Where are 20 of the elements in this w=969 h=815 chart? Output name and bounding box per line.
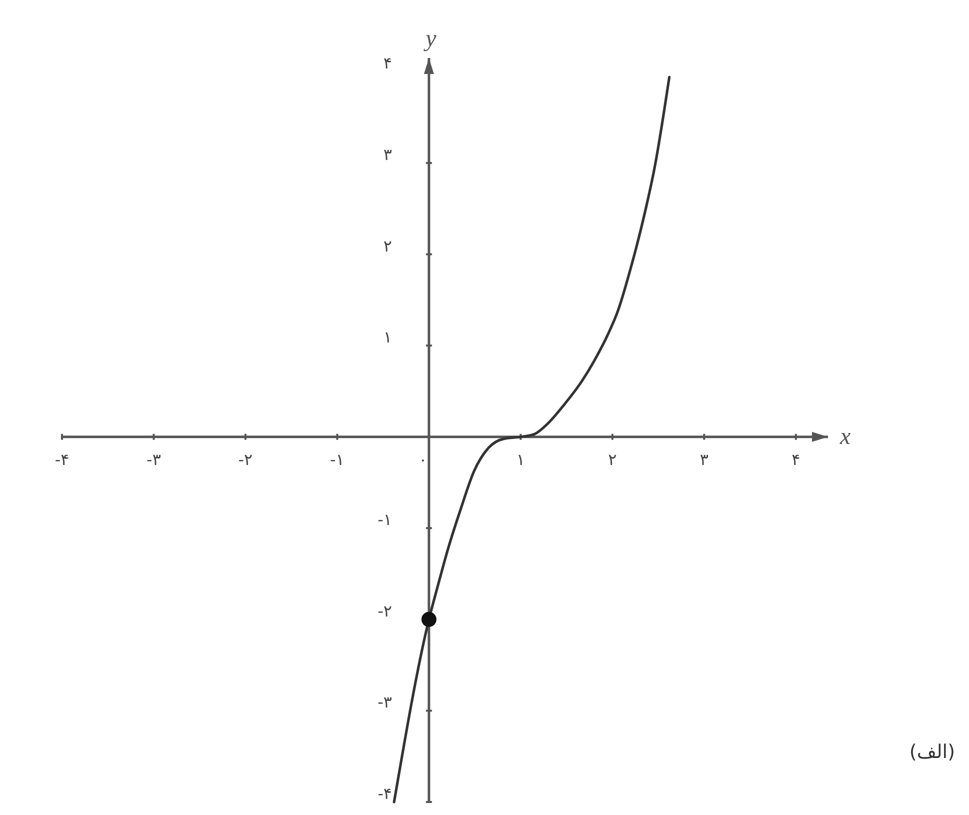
text: (الف): [909, 741, 955, 763]
y-tick-label: ۴: [383, 54, 392, 73]
x-axis-title: x: [839, 424, 851, 450]
x-tick-label: ۳: [700, 450, 709, 469]
y-tick-label: -۴: [378, 784, 392, 803]
x-tick-label: ۰: [418, 450, 428, 469]
y-tick-label: -۲: [378, 601, 392, 620]
y-tick-label: -۱: [378, 510, 392, 530]
x-tick-label: ۱: [516, 450, 525, 469]
x-tick-label: -۱: [330, 450, 344, 469]
y-tick-label: ۲: [383, 236, 392, 256]
y-tick-label: ۳: [383, 144, 392, 164]
x-tick-label: ۲: [608, 450, 617, 469]
x-tick-label: ۴: [792, 450, 800, 469]
x-tick-label: -۲: [238, 450, 253, 469]
y-tick-label: -۳: [378, 692, 392, 712]
x-tick-label: -۳: [146, 450, 162, 469]
y-axis-title: y: [424, 26, 437, 52]
y-tick-label: ۱: [383, 328, 392, 347]
x-tick-label: -۴: [54, 450, 70, 469]
